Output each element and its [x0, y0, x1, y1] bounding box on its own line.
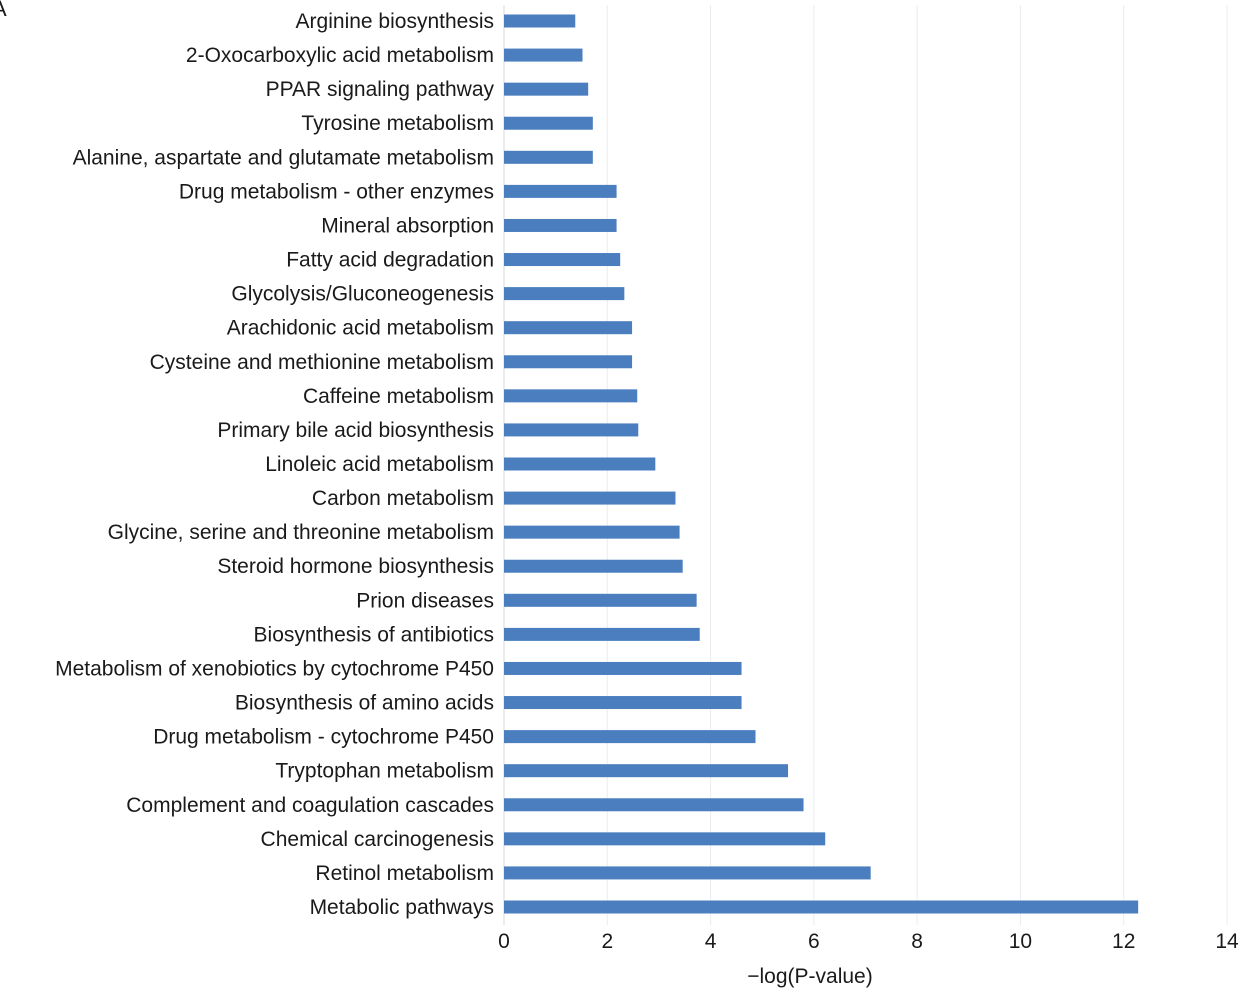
category-label: 2-Oxocarboxylic acid metabolism [186, 44, 494, 67]
category-label: Metabolic pathways [310, 896, 494, 919]
bar [504, 14, 576, 28]
category-label: Tryptophan metabolism [275, 760, 494, 783]
category-label: Drug metabolism - cytochrome P450 [153, 726, 494, 749]
bar [504, 321, 633, 335]
category-label: Mineral absorption [321, 214, 494, 237]
bar [504, 253, 621, 267]
category-label: Metabolism of xenobiotics by cytochrome … [55, 657, 494, 680]
grid-lines [503, 5, 1228, 925]
bar [504, 900, 1139, 914]
category-label: Carbon metabolism [312, 487, 494, 510]
bar [504, 627, 700, 641]
bar [504, 150, 593, 164]
category-label: Arginine biosynthesis [296, 10, 494, 33]
bar [504, 48, 583, 62]
category-label: Tyrosine metabolism [301, 112, 494, 135]
category-label: Arachidonic acid metabolism [227, 317, 494, 340]
x-tick-label: 6 [808, 930, 820, 953]
bar [504, 389, 638, 403]
bar [504, 730, 756, 744]
bar [504, 832, 826, 846]
bars [504, 14, 1139, 914]
category-label: Retinol metabolism [315, 862, 494, 885]
x-axis-title: −log(P-value) [747, 965, 872, 988]
x-tick-label: 12 [1112, 930, 1135, 953]
x-tick-label: 4 [705, 930, 717, 953]
category-label: Fatty acid degradation [286, 249, 494, 272]
category-label: Linoleic acid metabolism [265, 453, 494, 476]
x-tick-label: 14 [1215, 930, 1239, 953]
bar [504, 116, 593, 130]
category-label: Biosynthesis of amino acids [235, 692, 494, 715]
bar [504, 184, 617, 198]
x-tick-label: 8 [911, 930, 923, 953]
category-label: Caffeine metabolism [303, 385, 494, 408]
x-tick-label: 2 [601, 930, 613, 953]
category-label: Alanine, aspartate and glutamate metabol… [73, 146, 494, 169]
bar [504, 559, 683, 573]
bar [504, 218, 617, 232]
bar [504, 593, 697, 607]
category-label: Glycine, serine and threonine metabolism [108, 521, 494, 544]
bar [504, 491, 676, 505]
category-label: Glycolysis/Gluconeogenesis [231, 283, 494, 306]
x-tick-label: 10 [1009, 930, 1032, 953]
category-label: Primary bile acid biosynthesis [217, 419, 494, 442]
category-label: Steroid hormone biosynthesis [217, 555, 494, 578]
bar [504, 661, 742, 675]
bar [504, 764, 789, 778]
bar [504, 287, 625, 301]
bar [504, 696, 742, 710]
bar [504, 525, 680, 539]
panel-letter: A [0, 0, 7, 21]
category-label: Cysteine and methionine metabolism [150, 351, 494, 374]
bar [504, 457, 656, 471]
category-label: Chemical carcinogenesis [261, 828, 494, 851]
category-label: Biosynthesis of antibiotics [254, 623, 494, 646]
category-label: Complement and coagulation cascades [126, 794, 494, 817]
bar [504, 798, 804, 812]
bar [504, 423, 639, 437]
bar [504, 355, 633, 369]
x-tick-label: 0 [498, 930, 510, 953]
bar [504, 866, 871, 880]
category-label: Prion diseases [356, 589, 494, 612]
category-labels: Arginine biosynthesis 2-Oxocarboxylic aci… [55, 10, 494, 919]
category-label: PPAR signaling pathway [266, 78, 495, 101]
category-label: Drug metabolism - other enzymes [179, 180, 494, 203]
bar [504, 82, 589, 96]
x-tick-labels: 0 2 4 6 8 10 12 14 [498, 930, 1239, 953]
